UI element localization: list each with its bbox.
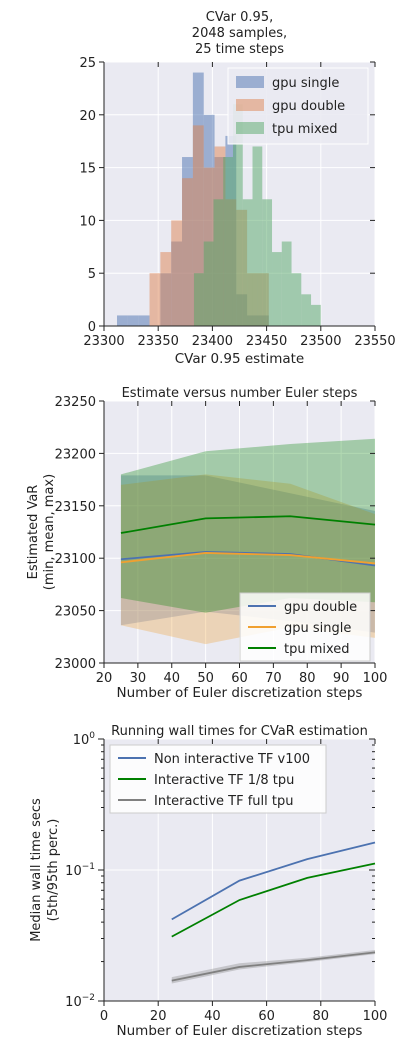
x-tick-label: 90 [333, 671, 350, 686]
y-tick-label: 23100 [55, 552, 96, 567]
x-tick-label: 23450 [246, 334, 287, 349]
bar-tpu-mixed [193, 273, 204, 326]
y-tick-label: 23150 [55, 500, 96, 515]
x-tick-label: 0 [100, 1009, 108, 1024]
y-tick-exponent: 0 [89, 731, 95, 741]
legend-label: gpu single [272, 76, 339, 91]
y-axis-label: Median wall time secs [29, 798, 44, 942]
bar-tpu-mixed [272, 252, 282, 326]
y-tick-label: 23000 [55, 657, 96, 672]
x-tick-label: 80 [299, 671, 316, 686]
y-tick-label: 10−2 [65, 993, 95, 1010]
chart-title: 25 time steps [195, 42, 284, 57]
y-tick-label: 23050 [55, 605, 96, 620]
bar-tpu-mixed [252, 146, 263, 326]
y-tick-exponent: −2 [82, 993, 95, 1003]
legend-swatch [236, 76, 264, 88]
bar-gpu-double [171, 220, 183, 326]
y-tick-label: 23250 [55, 395, 96, 410]
bar-gpu-double [192, 125, 204, 326]
x-tick-label: 50 [197, 671, 214, 686]
x-tick-label: 30 [130, 671, 147, 686]
bar-tpu-mixed [223, 157, 233, 326]
chart-title: Running wall times for CVaR estimation [111, 724, 368, 739]
x-tick-label: 23400 [192, 334, 233, 349]
x-tick-label: 100 [363, 671, 388, 686]
legend-label: Interactive TF full tpu [154, 794, 293, 809]
y-tick-label: 0 [88, 320, 96, 335]
line-Non-interactive-TF-v100 [171, 841, 376, 921]
x-tick-label: 20 [96, 671, 113, 686]
legend-label: gpu double [272, 99, 345, 114]
bar-gpu-double [182, 178, 193, 326]
y-axis-label: (min, mean, max) [42, 474, 57, 590]
x-tick-label: 70 [265, 671, 282, 686]
line-gpu-single [120, 552, 376, 565]
bar-gpu-double [149, 273, 161, 326]
x-tick-label: 23500 [300, 334, 341, 349]
y-tick-label: 25 [79, 56, 96, 71]
legend-label: Non interactive TF v100 [154, 752, 310, 767]
bar-gpu-single [117, 315, 128, 326]
y-tick-label: 100 [73, 731, 96, 748]
legend-label: gpu double [284, 600, 357, 615]
x-axis-label: Number of Euler discretization steps [117, 685, 363, 701]
bar-tpu-mixed [213, 199, 224, 326]
y-tick-label: 10 [79, 214, 96, 229]
x-tick-label: 80 [313, 1009, 330, 1024]
line-Interactive-TF-full-tpu [171, 951, 376, 982]
y-axis-label: Estimated VaR [26, 485, 41, 580]
legend-label: Interactive TF 1/8 tpu [154, 773, 294, 788]
chart-title: Estimate versus number Euler steps [122, 386, 358, 401]
y-tick-exponent: −1 [82, 862, 95, 872]
y-tick-label: 15 [79, 162, 96, 177]
chart-title: 2048 samples, [192, 26, 287, 41]
bar-tpu-mixed [242, 199, 253, 326]
x-tick-label: 100 [363, 1009, 388, 1024]
y-tick-label: 20 [79, 109, 96, 124]
x-tick-label: 60 [231, 671, 248, 686]
bar-tpu-mixed [281, 241, 292, 326]
legend-swatch [236, 99, 264, 111]
legend-label: tpu mixed [284, 642, 350, 657]
chart-title: CVar 0.95, [206, 10, 273, 25]
x-tick-label: 23300 [83, 334, 124, 349]
x-tick-label: 23550 [354, 334, 395, 349]
bar-tpu-mixed [262, 199, 273, 326]
bar-tpu-mixed [291, 273, 302, 326]
legend-label: tpu mixed [272, 122, 338, 137]
legend-swatch [236, 122, 264, 134]
x-tick-label: 60 [258, 1009, 275, 1024]
x-axis-label: CVar 0.95 estimate [175, 351, 304, 367]
bar-gpu-single [138, 315, 150, 326]
line-tpu-mixed [120, 515, 376, 534]
x-tick-label: 40 [163, 671, 180, 686]
y-tick-label: 10−1 [65, 862, 95, 879]
band-tpu-mixed [120, 438, 375, 613]
x-tick-label: 40 [204, 1009, 221, 1024]
bar-gpu-single [127, 315, 139, 326]
x-axis-label: Number of Euler discretization steps [117, 1023, 363, 1039]
x-tick-label: 23350 [138, 334, 179, 349]
line-Interactive-TF-1-8-tpu [171, 862, 376, 938]
bar-tpu-mixed [203, 241, 214, 326]
bar-gpu-double [160, 252, 172, 326]
bar-tpu-mixed [301, 294, 312, 326]
bar-tpu-mixed [232, 104, 243, 327]
y-axis-label: (5th/95th perc.) [46, 819, 61, 922]
y-tick-label: 5 [88, 267, 96, 282]
bar-tpu-mixed [311, 304, 321, 326]
y-tick-label: 23200 [55, 447, 96, 462]
x-tick-label: 20 [150, 1009, 167, 1024]
legend-label: gpu single [284, 621, 351, 636]
